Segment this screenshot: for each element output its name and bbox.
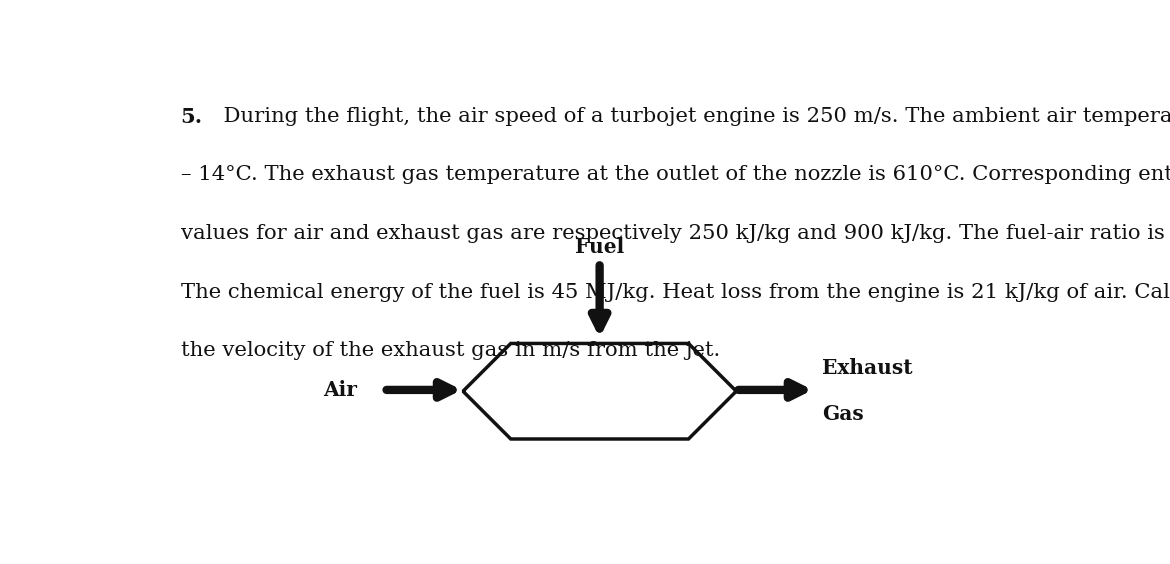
Text: Fuel: Fuel (574, 236, 625, 257)
Text: The chemical energy of the fuel is 45 MJ/kg. Heat loss from the engine is 21 kJ/: The chemical energy of the fuel is 45 MJ… (180, 283, 1170, 302)
Polygon shape (463, 343, 736, 439)
Text: Gas: Gas (821, 404, 863, 424)
Text: values for air and exhaust gas are respectively 250 kJ/kg and 900 kJ/kg. The fue: values for air and exhaust gas are respe… (180, 224, 1170, 243)
Text: Air: Air (323, 380, 357, 400)
Text: 5.: 5. (180, 107, 202, 127)
Text: Exhaust: Exhaust (821, 358, 913, 378)
Text: During the flight, the air speed of a turbojet engine is 250 m/s. The ambient ai: During the flight, the air speed of a tu… (209, 107, 1170, 126)
Text: – 14°C. The exhaust gas temperature at the outlet of the nozzle is 610°C. Corres: – 14°C. The exhaust gas temperature at t… (180, 165, 1170, 184)
Text: the velocity of the exhaust gas in m/s from the jet.: the velocity of the exhaust gas in m/s f… (180, 341, 720, 360)
